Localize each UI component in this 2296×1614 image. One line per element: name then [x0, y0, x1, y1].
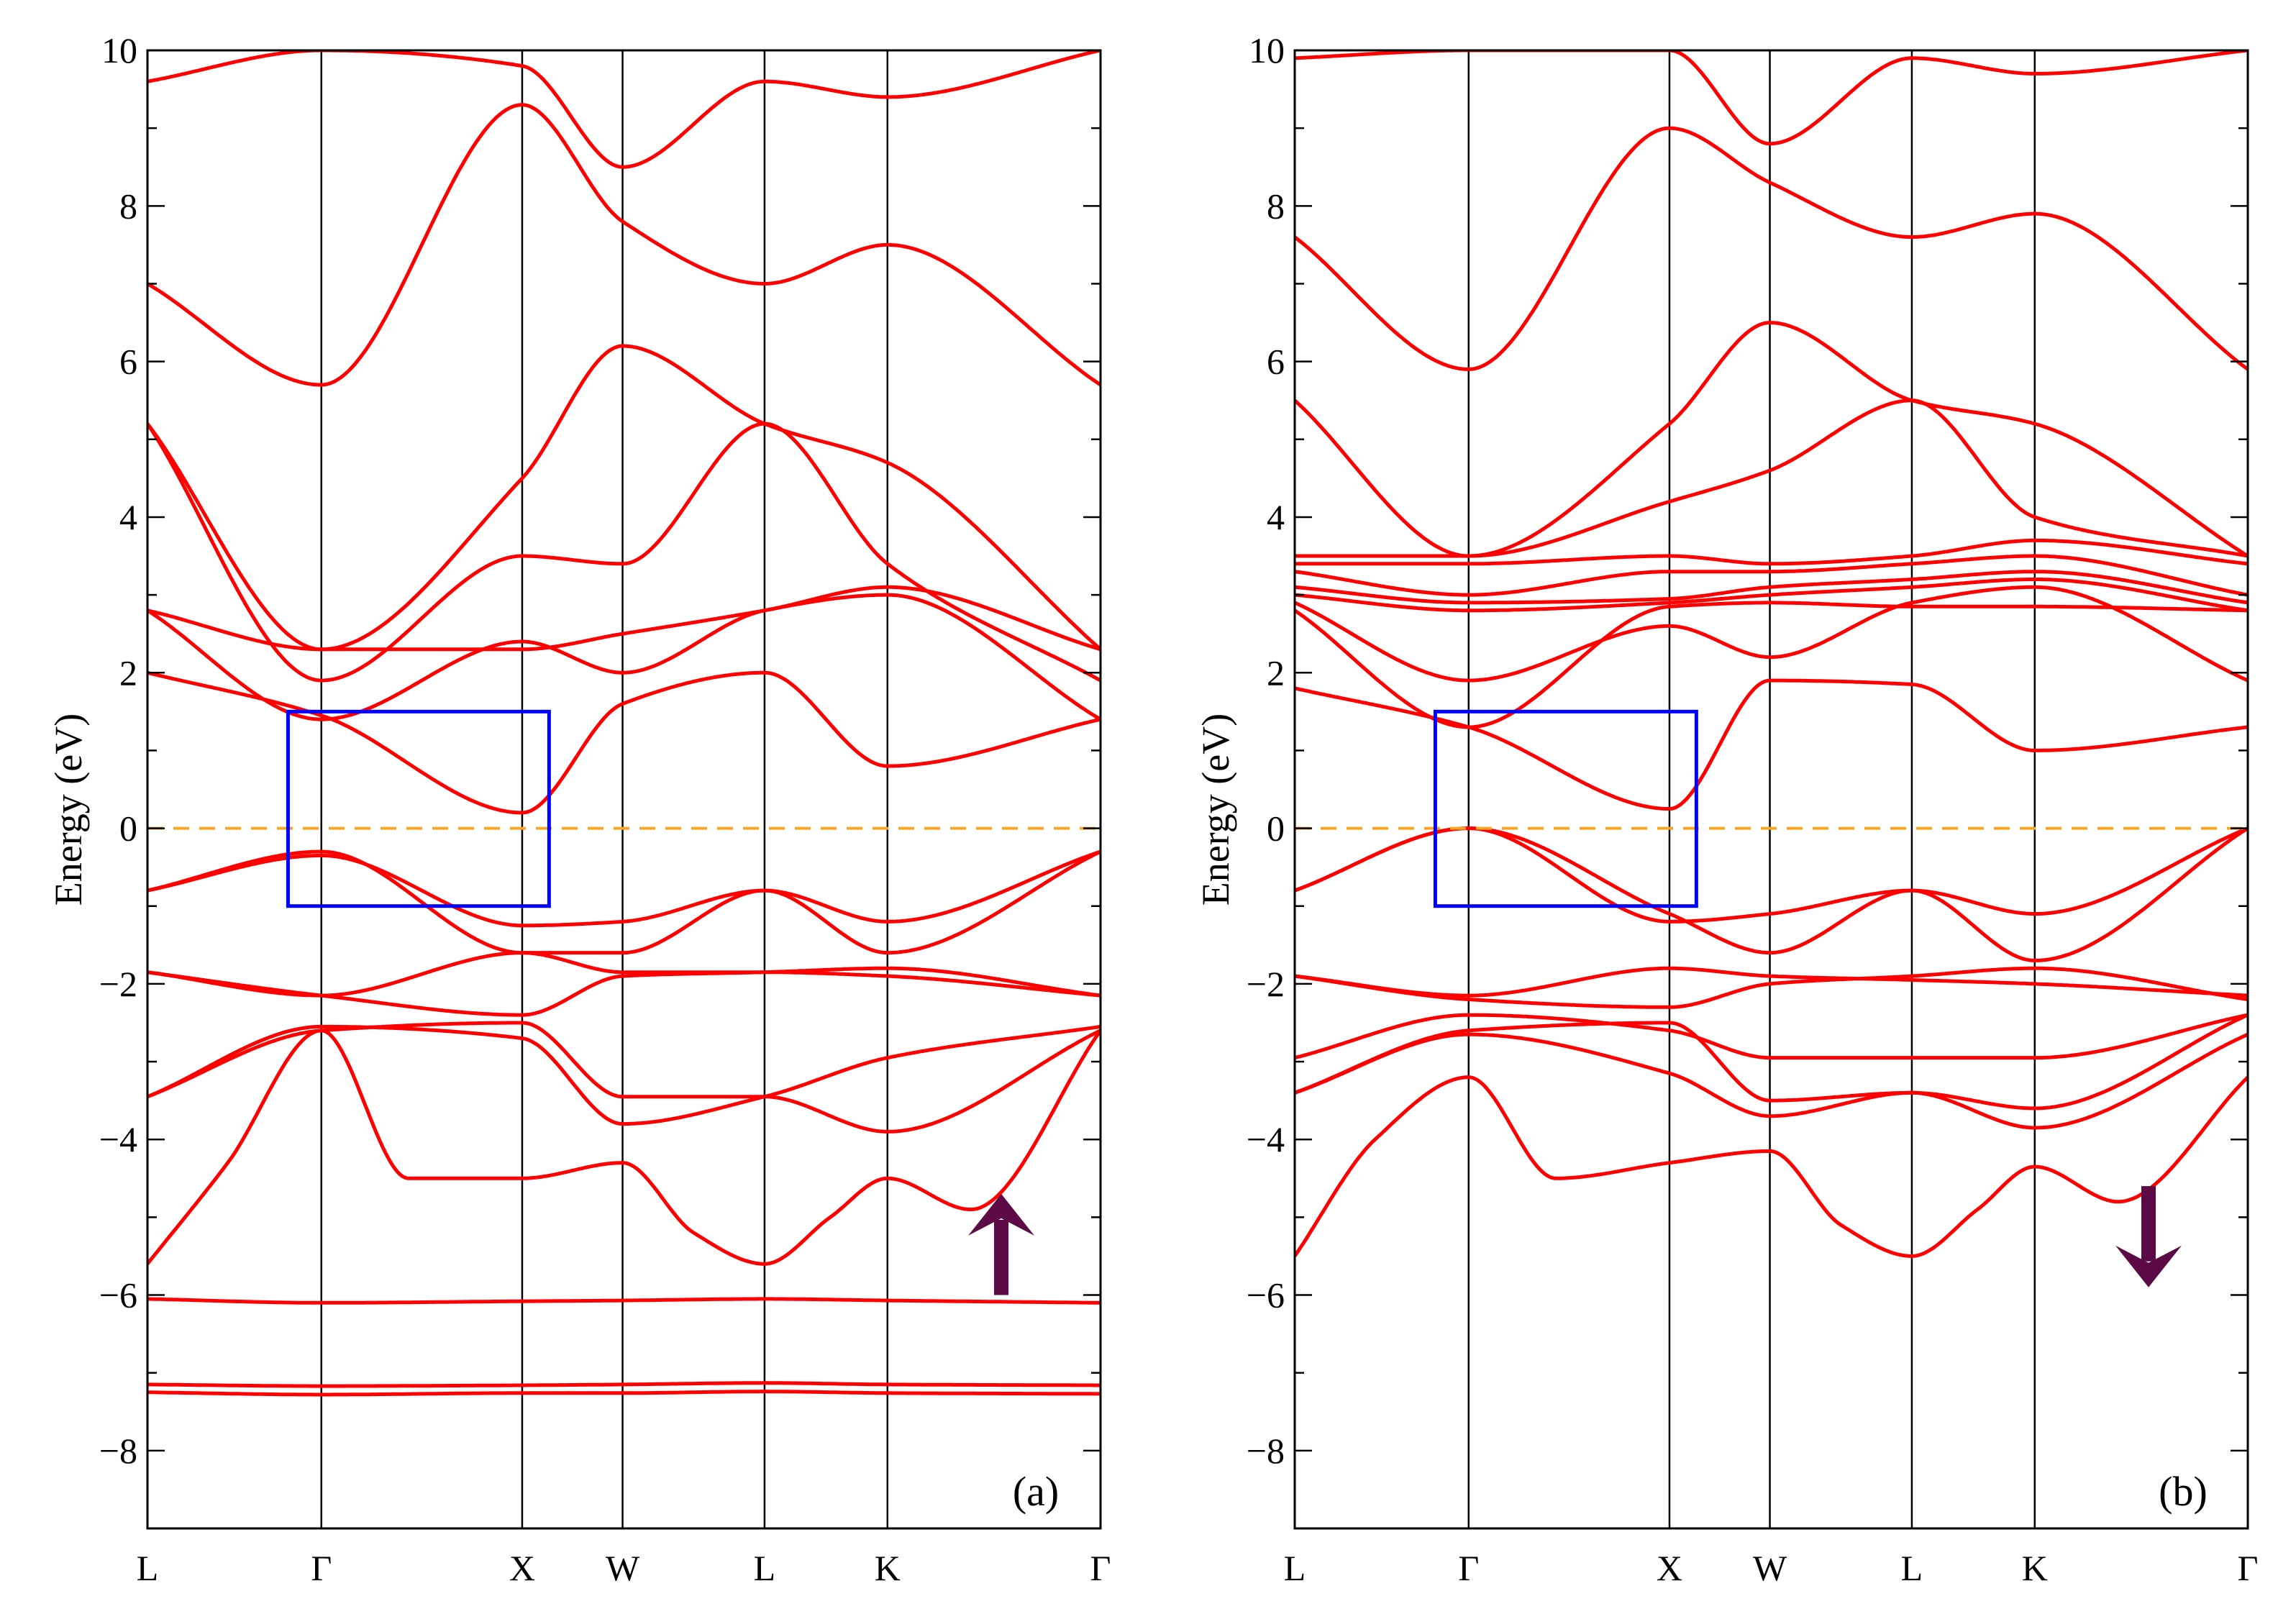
band-line-b9	[1295, 678, 2248, 811]
highlight-box	[1433, 709, 1698, 908]
y-tick-label: −6	[1247, 1275, 1285, 1316]
band-line-b15	[147, 344, 1101, 652]
band-line-b14	[1295, 554, 2248, 597]
y-tick-label: 10	[101, 30, 137, 70]
y-tick-label: 2	[1267, 652, 1285, 693]
band-line-b13	[147, 585, 1101, 652]
y-tick-label: 8	[1267, 186, 1285, 226]
band-line-b2	[147, 1381, 1101, 1388]
bands	[1295, 50, 2248, 1258]
y-tick-label: 0	[1267, 808, 1285, 849]
band-line-b1	[1295, 1075, 2248, 1258]
kpoint-label: Γ	[2238, 1548, 2259, 1588]
y-tick-label: 4	[1267, 497, 1285, 537]
y-tick-label: −4	[1247, 1119, 1285, 1159]
band-line-b18	[1295, 126, 2248, 371]
spin-down-arrow-icon	[2115, 1186, 2182, 1287]
arrow-head	[2115, 1245, 2182, 1287]
plot-frame	[146, 49, 1102, 1530]
band-line-b14	[147, 421, 1101, 683]
band-line-b5	[1295, 966, 2248, 1009]
band-line-b10	[1295, 601, 2248, 729]
band-line-b3	[1295, 1013, 2248, 1111]
band-line-b15	[1295, 538, 2248, 566]
y-tick-label: 0	[119, 808, 137, 849]
y-tick-label: −4	[99, 1119, 137, 1159]
kpoint-label: L	[754, 1548, 776, 1588]
band-line-b4	[1295, 1013, 2248, 1060]
kpoint-label: Γ	[1458, 1548, 1479, 1588]
band-line-b1	[147, 1390, 1101, 1397]
plot-frame	[1293, 49, 2249, 1530]
y-tick-label: 2	[119, 652, 137, 693]
arrow-shaft	[994, 1219, 1008, 1295]
band-line-b16	[147, 103, 1101, 387]
panel-label: (a)	[1013, 1468, 1059, 1515]
band-line-b12	[147, 593, 1101, 721]
band-line-b8	[147, 951, 1101, 998]
y-tick-label: −6	[99, 1275, 137, 1316]
y-tick-label: −2	[99, 964, 137, 1004]
band-line-b13	[1295, 570, 2248, 605]
kpoint-label: X	[1657, 1548, 1682, 1588]
kpoint-label: Γ	[311, 1548, 332, 1588]
band-line-b17	[1295, 321, 2248, 558]
panel-b: −8 −6 −4 −2 0 2 4 6 8 10 L Γ X W L K Γ Energy (eV) (b)	[1194, 30, 2258, 1588]
y-tick-label: −8	[1247, 1431, 1285, 1471]
kpoint-label: X	[509, 1548, 535, 1588]
kpoint-label: W	[1753, 1548, 1787, 1588]
y-axis-title: Energy (eV)	[47, 713, 90, 906]
band-line-b4	[147, 1029, 1101, 1266]
y-tick-label: 8	[119, 186, 137, 226]
y-tick-label: 10	[1249, 30, 1285, 70]
kpoint-label: L	[1284, 1548, 1306, 1588]
kpoint-label: L	[1901, 1548, 1923, 1588]
bands	[147, 50, 1101, 1397]
band-line-b11	[1295, 585, 2248, 683]
arrow-shaft	[2141, 1186, 2156, 1262]
kpoint-label: K	[875, 1548, 901, 1588]
band-line-b2	[1295, 1032, 2248, 1130]
kpoint-label: K	[2022, 1548, 2048, 1588]
panel-label: (b)	[2159, 1468, 2208, 1515]
y-tick-label: 6	[119, 342, 137, 382]
kpoint-label: Γ	[1090, 1548, 1111, 1588]
highlight-box	[286, 709, 551, 908]
panel-a: −8 −6 −4 −2 0 2 4 6 8 10 L Γ X W L K Γ Energy (eV) (a)	[47, 30, 1111, 1588]
y-tick-label: −8	[99, 1431, 137, 1471]
band-line-b3	[147, 1297, 1101, 1305]
band-line-b16	[1295, 398, 2248, 558]
band-line-b9	[147, 849, 1101, 955]
kpoint-label: L	[137, 1548, 159, 1588]
y-tick-label: 6	[1267, 342, 1285, 382]
band-line-b12	[1295, 578, 2248, 613]
y-tick-label: 4	[119, 497, 137, 537]
arrow-head	[968, 1193, 1034, 1236]
band-line-b6	[1295, 966, 2248, 998]
y-tick-label: −2	[1247, 964, 1285, 1004]
kpoint-label: W	[606, 1548, 640, 1588]
band-line-b5	[147, 1021, 1101, 1134]
y-axis-title: Energy (eV)	[1194, 713, 1237, 906]
spin-up-arrow-icon	[968, 1193, 1034, 1295]
band-line-b10	[147, 849, 1101, 928]
band-line-b6	[147, 1024, 1101, 1126]
